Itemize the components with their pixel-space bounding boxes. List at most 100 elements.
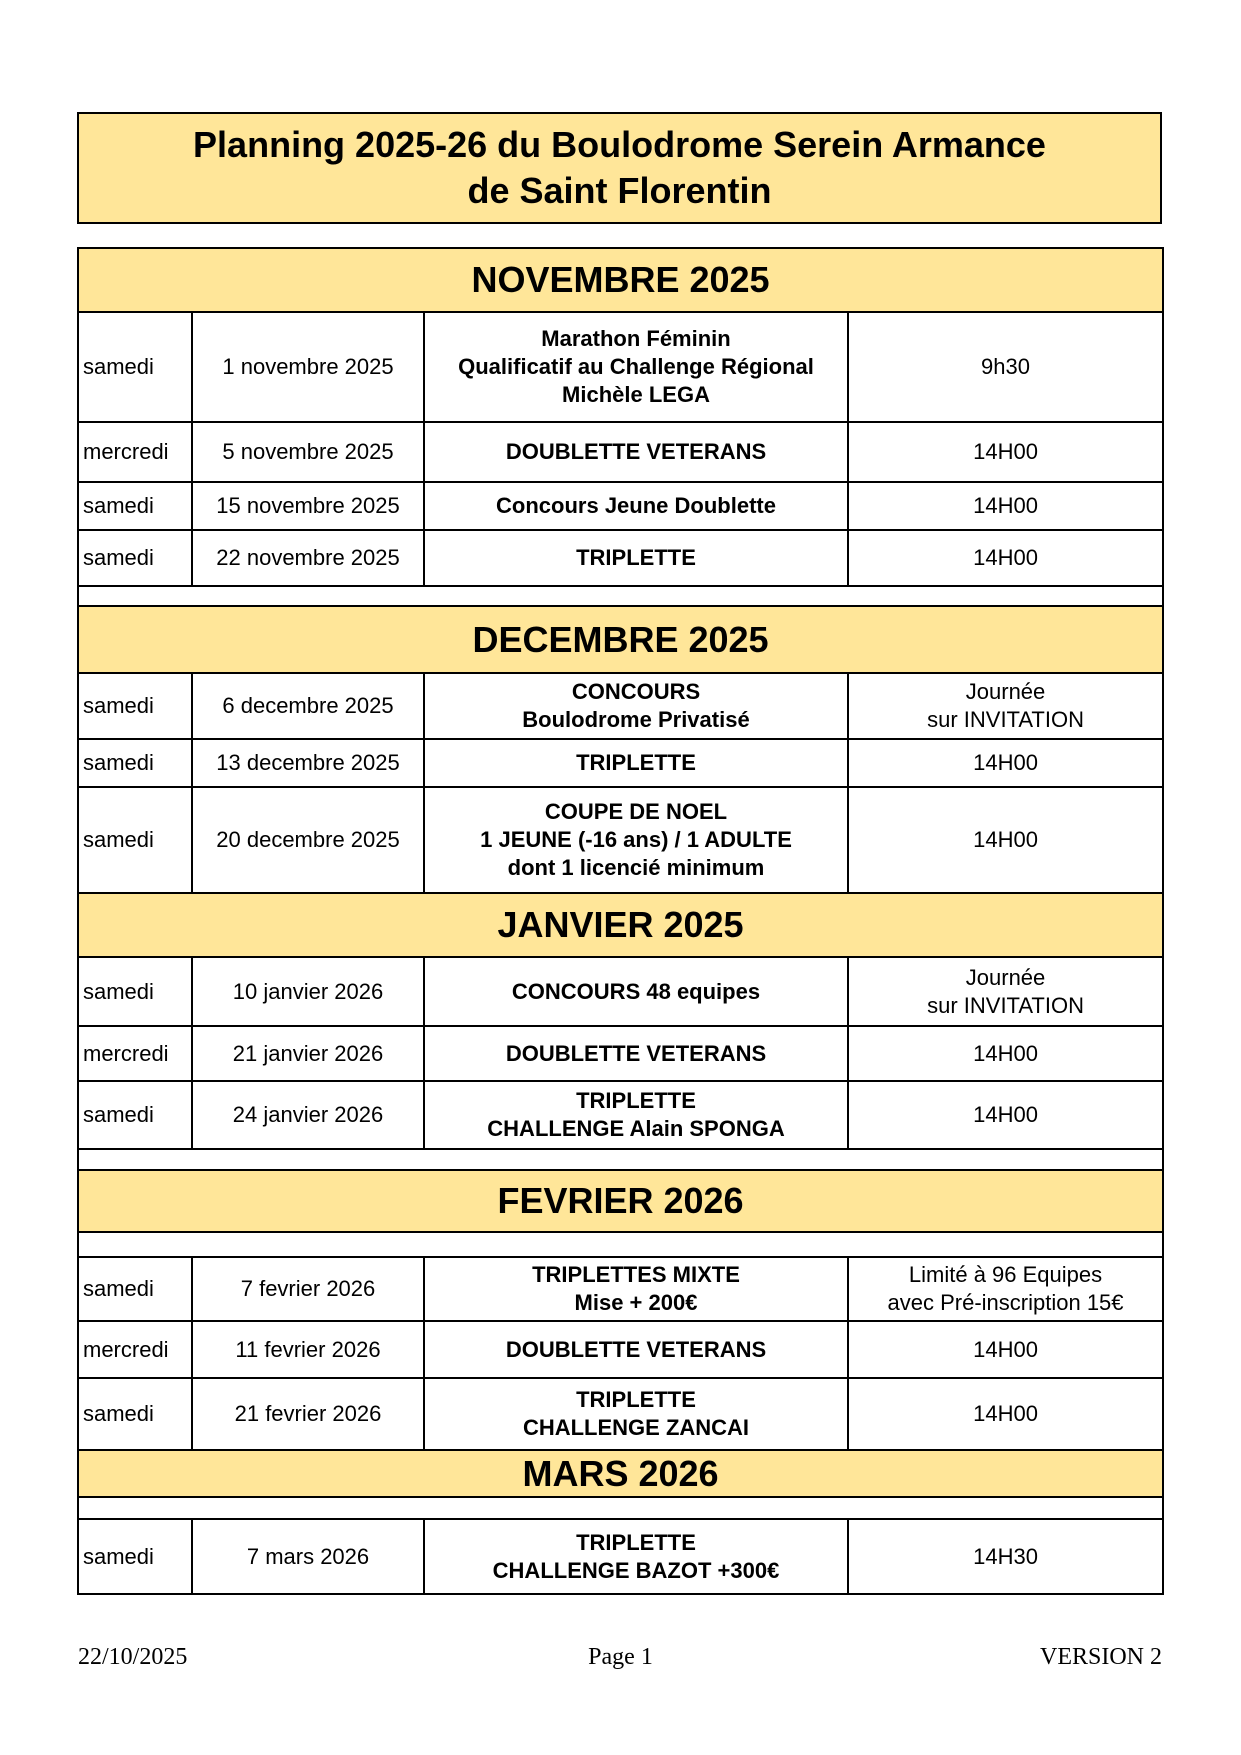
event-line: dont 1 licencié minimum	[507, 855, 765, 880]
event-row: samedi 6 decembre 2025 CONCOURS Boulodrome …	[77, 672, 1165, 740]
time-cell: 14H30	[846, 1518, 1165, 1595]
event-line: Michèle LEGA	[562, 382, 710, 407]
month-header: FEVRIER 2026	[76, 1169, 1165, 1233]
spacer-row	[76, 1496, 1165, 1520]
event-line: CHALLENGE Alain SPONGA	[487, 1116, 785, 1141]
time-cell: 14H00	[846, 1320, 1165, 1379]
time-cell: 14H00	[846, 1025, 1165, 1082]
date-cell: 10 janvier 2026	[191, 956, 425, 1027]
time-line: 14H00	[973, 750, 1038, 775]
day-cell: samedi	[77, 1377, 193, 1451]
event-cell: TRIPLETTE	[423, 529, 849, 587]
event-cell: TRIPLETTE	[423, 738, 849, 788]
event-cell: CONCOURS 48 equipes	[423, 956, 849, 1027]
event-line: TRIPLETTE	[576, 1529, 696, 1555]
day-cell: samedi	[77, 311, 193, 423]
time-line: 14H30	[973, 1543, 1038, 1569]
event-line: CONCOURS 48 equipes	[511, 978, 761, 1004]
event-cell: CONCOURS Boulodrome Privatisé	[423, 672, 849, 740]
event-row: samedi 15 novembre 2025 Concours Jeune Dou…	[77, 481, 1165, 531]
month-title: NOVEMBRE 2025	[76, 247, 1165, 313]
time-cell: 14H00	[846, 481, 1165, 531]
event-cell: DOUBLETTE VETERANS	[423, 1025, 849, 1082]
date-cell: 13 decembre 2025	[191, 738, 425, 788]
date-cell: 22 novembre 2025	[191, 529, 425, 587]
time-line: sur INVITATION	[927, 707, 1084, 732]
spacer-row	[76, 1231, 1165, 1258]
date-cell: 11 fevrier 2026	[191, 1320, 425, 1379]
day-cell: mercredi	[77, 421, 193, 483]
day-cell: samedi	[77, 786, 193, 894]
footer-version: VERSION 2	[1039, 1644, 1162, 1670]
event-line: DOUBLETTE VETERANS	[505, 439, 767, 464]
event-line: TRIPLETTE	[576, 1088, 696, 1113]
date-cell: 24 janvier 2026	[191, 1080, 425, 1150]
page-title: Planning 2025-26 du Boulodrome Serein Ar…	[77, 112, 1162, 224]
time-line: 14H00	[973, 1401, 1038, 1426]
event-line: Marathon Féminin	[541, 326, 731, 351]
event-row: samedi 7 mars 2026 TRIPLETTE CHALLENGE BAZO…	[77, 1518, 1165, 1595]
title-line-1: Planning 2025-26 du Boulodrome Serein Ar…	[193, 124, 1046, 165]
time-cell: 14H00	[846, 529, 1165, 587]
day-cell: samedi	[77, 672, 193, 740]
day-cell: samedi	[77, 1518, 193, 1595]
time-cell: Journée sur INVITATION	[846, 956, 1165, 1027]
month-header: DECEMBRE 2025	[76, 605, 1165, 674]
time-line: 14H00	[973, 545, 1038, 570]
event-cell: Concours Jeune Doublette	[423, 481, 849, 531]
event-row: samedi 1 novembre 2025 Marathon Féminin Qua…	[77, 311, 1165, 423]
day-cell: samedi	[77, 1256, 193, 1322]
event-line: Qualificatif au Challenge Régional	[458, 354, 814, 379]
day-cell: mercredi	[77, 1320, 193, 1379]
event-line: TRIPLETTES MIXTE	[532, 1262, 740, 1287]
event-row: samedi 20 decembre 2025 COUPE DE NOEL 1 JEU…	[77, 786, 1165, 894]
month-title: JANVIER 2025	[76, 892, 1165, 958]
day-cell: samedi	[77, 956, 193, 1027]
date-cell: 15 novembre 2025	[191, 481, 425, 531]
month-header: JANVIER 2025	[76, 892, 1165, 958]
day-cell: samedi	[77, 529, 193, 587]
time-cell: 9h30	[846, 311, 1165, 423]
event-row: mercredi 11 fevrier 2026 DOUBLETTE VETERAN…	[77, 1320, 1165, 1379]
event-row: mercredi 21 janvier 2026 DOUBLETTE VETERAN…	[77, 1025, 1165, 1082]
time-cell: 14H00	[846, 1080, 1165, 1150]
event-cell: DOUBLETTE VETERANS	[423, 421, 849, 483]
time-line: 14H00	[973, 1040, 1038, 1066]
time-cell: 14H00	[846, 738, 1165, 788]
month-title: FEVRIER 2026	[76, 1169, 1165, 1233]
time-line: 14H00	[973, 1102, 1038, 1127]
time-line: 14H00	[973, 827, 1038, 852]
month-title: MARS 2026	[76, 1449, 1165, 1498]
event-row: samedi 10 janvier 2026 CONCOURS 48 equipes…	[77, 956, 1165, 1027]
time-line: sur INVITATION	[927, 992, 1084, 1018]
schedule-table: NOVEMBRE 2025 samedi 1 novembre 2025 Marath…	[76, 247, 1165, 1595]
event-line: TRIPLETTE	[576, 750, 696, 775]
time-cell: Journée sur INVITATION	[846, 672, 1165, 740]
event-line: TRIPLETTE	[576, 545, 696, 570]
event-line: 1 JEUNE (-16 ans) / 1 ADULTE	[480, 827, 792, 852]
time-line: avec Pré-inscription 15€	[887, 1290, 1124, 1315]
event-line: COUPE DE NOEL	[544, 799, 728, 824]
time-line: 14H00	[973, 493, 1038, 518]
time-cell: 14H00	[846, 421, 1165, 483]
time-line: Limité à 96 Equipes	[908, 1262, 1103, 1287]
spacer-row	[76, 1148, 1165, 1171]
event-cell: TRIPLETTE CHALLENGE Alain SPONGA	[423, 1080, 849, 1150]
event-row: samedi 24 janvier 2026 TRIPLETTE CHALLENGE …	[77, 1080, 1165, 1150]
date-cell: 7 mars 2026	[191, 1518, 425, 1595]
event-line: Mise + 200€	[574, 1290, 698, 1315]
time-line: Journée	[965, 964, 1046, 990]
event-line: DOUBLETTE VETERANS	[505, 1040, 767, 1066]
event-row: samedi 13 decembre 2025 TRIPLETTE 14H00	[77, 738, 1165, 788]
time-cell: 14H00	[846, 786, 1165, 894]
event-line: DOUBLETTE VETERANS	[505, 1336, 767, 1362]
month-header: NOVEMBRE 2025	[76, 247, 1165, 313]
event-row: samedi 21 fevrier 2026 TRIPLETTE CHALLENGE …	[77, 1377, 1165, 1451]
event-cell: TRIPLETTES MIXTE Mise + 200€	[423, 1256, 849, 1322]
event-line: Boulodrome Privatisé	[522, 707, 750, 732]
event-row: samedi 7 fevrier 2026 TRIPLETTES MIXTE Mise…	[77, 1256, 1165, 1322]
day-cell: samedi	[77, 1080, 193, 1150]
event-cell: Marathon Féminin Qualificatif au Challeng…	[423, 311, 849, 423]
time-line: 9h30	[981, 354, 1030, 379]
event-row: mercredi 5 novembre 2025 DOUBLETTE VETERAN…	[77, 421, 1165, 483]
